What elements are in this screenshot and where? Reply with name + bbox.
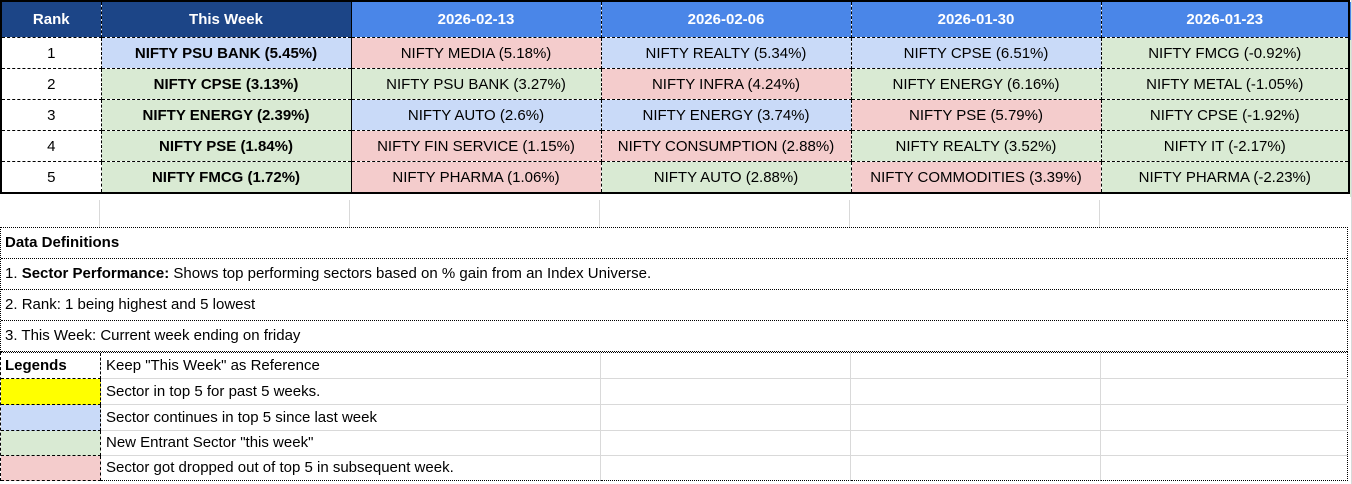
empty-cell[interactable] bbox=[851, 379, 1101, 405]
empty-cell[interactable] bbox=[0, 200, 100, 227]
empty-cell[interactable] bbox=[601, 353, 851, 379]
column-header-2026-02-13[interactable]: 2026-02-13 bbox=[350, 0, 602, 38]
sector-cell-this-week[interactable]: NIFTY FMCG (1.72%) bbox=[100, 161, 352, 194]
sector-cell-this-week[interactable]: NIFTY PSE (1.84%) bbox=[100, 130, 352, 162]
rank-cell[interactable]: 3 bbox=[0, 99, 102, 131]
sector-cell[interactable]: NIFTY AUTO (2.88%) bbox=[600, 161, 852, 194]
sector-cell[interactable]: NIFTY CONSUMPTION (2.88%) bbox=[600, 130, 852, 162]
sector-cell[interactable]: NIFTY ENERGY (6.16%) bbox=[850, 68, 1102, 100]
sector-cell[interactable]: NIFTY IT (-2.17%) bbox=[1100, 130, 1350, 162]
legends-reference-note[interactable]: Keep "This Week" as Reference bbox=[101, 353, 601, 379]
rank-cell[interactable]: 5 bbox=[0, 161, 102, 194]
legend-item-row: Sector got dropped out of top 5 in subse… bbox=[1, 456, 1348, 481]
legend-label[interactable]: Sector got dropped out of top 5 in subse… bbox=[101, 456, 601, 481]
column-header-2026-02-06[interactable]: 2026-02-06 bbox=[600, 0, 852, 38]
sector-cell[interactable]: NIFTY PHARMA (1.06%) bbox=[350, 161, 602, 194]
empty-cell[interactable] bbox=[350, 200, 600, 227]
empty-cell[interactable] bbox=[100, 200, 350, 227]
legend-swatch-green[interactable] bbox=[1, 431, 101, 456]
empty-cell[interactable] bbox=[1100, 200, 1348, 227]
legend-item-row: New Entrant Sector "this week" bbox=[1, 431, 1348, 456]
sector-cell-this-week[interactable]: NIFTY ENERGY (2.39%) bbox=[100, 99, 352, 131]
definition-item-3[interactable]: 3. This Week: Current week ending on fri… bbox=[1, 321, 1347, 352]
sector-cell[interactable]: NIFTY CPSE (6.51%) bbox=[850, 37, 1102, 69]
legend-item-row: Sector continues in top 5 since last wee… bbox=[1, 405, 1348, 431]
empty-cell[interactable] bbox=[600, 200, 850, 227]
rank-cell[interactable]: 1 bbox=[0, 37, 102, 69]
definition-text: This Week: Current week ending on friday bbox=[21, 327, 301, 344]
empty-cell[interactable] bbox=[1101, 456, 1348, 481]
legend-swatch-blue[interactable] bbox=[1, 405, 101, 431]
column-header-this-week[interactable]: This Week bbox=[100, 0, 352, 38]
definition-prefix: 1. bbox=[5, 265, 22, 282]
table-row-5: 5 NIFTY FMCG (1.72%) NIFTY PHARMA (1.06%… bbox=[0, 161, 1350, 194]
legend-label[interactable]: Sector in top 5 for past 5 weeks. bbox=[101, 379, 601, 405]
header-row: Rank This Week 2026-02-13 2026-02-06 202… bbox=[0, 0, 1350, 38]
sector-cell-this-week[interactable]: NIFTY PSU BANK (5.45%) bbox=[100, 37, 352, 69]
table-row-1: 1 NIFTY PSU BANK (5.45%) NIFTY MEDIA (5.… bbox=[0, 37, 1350, 69]
empty-cell[interactable] bbox=[601, 379, 851, 405]
sector-cell[interactable]: NIFTY PSU BANK (3.27%) bbox=[350, 68, 602, 100]
sector-cell[interactable]: NIFTY CPSE (-1.92%) bbox=[1100, 99, 1350, 131]
empty-cell[interactable] bbox=[1101, 353, 1348, 379]
legends-title[interactable]: Legends bbox=[1, 353, 101, 379]
data-definitions-section: Data Definitions 1. Sector Performance: … bbox=[0, 227, 1348, 352]
sector-cell[interactable]: NIFTY FMCG (-0.92%) bbox=[1100, 37, 1350, 69]
empty-cell[interactable] bbox=[1101, 379, 1348, 405]
sector-cell[interactable]: NIFTY MEDIA (5.18%) bbox=[350, 37, 602, 69]
sector-cell[interactable]: NIFTY PHARMA (-2.23%) bbox=[1100, 161, 1350, 194]
rank-cell[interactable]: 4 bbox=[0, 130, 102, 162]
definition-prefix: 2. bbox=[5, 296, 22, 313]
table-row-4: 4 NIFTY PSE (1.84%) NIFTY FIN SERVICE (1… bbox=[0, 130, 1350, 162]
legends-header-row: Legends Keep "This Week" as Reference bbox=[1, 353, 1348, 379]
cut-off-header-sliver bbox=[1350, 2, 1351, 40]
sector-cell[interactable]: NIFTY AUTO (2.6%) bbox=[350, 99, 602, 131]
definition-item-2[interactable]: 2. Rank: 1 being highest and 5 lowest bbox=[1, 290, 1347, 321]
table-row-3: 3 NIFTY ENERGY (2.39%) NIFTY AUTO (2.6%)… bbox=[0, 99, 1350, 131]
sector-cell[interactable]: NIFTY REALTY (3.52%) bbox=[850, 130, 1102, 162]
sector-cell[interactable]: NIFTY FIN SERVICE (1.15%) bbox=[350, 130, 602, 162]
table-row-2: 2 NIFTY CPSE (3.13%) NIFTY PSU BANK (3.2… bbox=[0, 68, 1350, 100]
sector-cell[interactable]: NIFTY REALTY (5.34%) bbox=[600, 37, 852, 69]
empty-cell[interactable] bbox=[1101, 431, 1348, 456]
sector-performance-table: Rank This Week 2026-02-13 2026-02-06 202… bbox=[0, 0, 1350, 194]
sector-cell[interactable]: NIFTY COMMODITIES (3.39%) bbox=[850, 161, 1102, 194]
definition-prefix: 3. bbox=[5, 327, 22, 344]
column-header-2026-01-23[interactable]: 2026-01-23 bbox=[1100, 0, 1350, 38]
empty-cell[interactable] bbox=[851, 456, 1101, 481]
cut-off-column-sliver bbox=[1350, 2, 1351, 197]
empty-cell[interactable] bbox=[601, 431, 851, 456]
cut-off-cells-sliver bbox=[1350, 40, 1351, 197]
sector-cell[interactable]: NIFTY ENERGY (3.74%) bbox=[600, 99, 852, 131]
sector-cell-this-week[interactable]: NIFTY CPSE (3.13%) bbox=[100, 68, 352, 100]
empty-cell[interactable] bbox=[1101, 405, 1348, 431]
definition-term: Sector Performance: bbox=[21, 265, 170, 282]
legend-label[interactable]: Sector continues in top 5 since last wee… bbox=[101, 405, 601, 431]
sector-cell[interactable]: NIFTY INFRA (4.24%) bbox=[600, 68, 852, 100]
data-definitions-title[interactable]: Data Definitions bbox=[1, 228, 1347, 259]
rank-cell[interactable]: 2 bbox=[0, 68, 102, 100]
legends-section: Legends Keep "This Week" as Reference Se… bbox=[0, 352, 1348, 481]
definition-item-1[interactable]: 1. Sector Performance: Shows top perform… bbox=[1, 259, 1347, 290]
legend-item-row: Sector in top 5 for past 5 weeks. bbox=[1, 379, 1348, 405]
empty-cell[interactable] bbox=[851, 353, 1101, 379]
empty-cell[interactable] bbox=[850, 200, 1100, 227]
definition-text: Rank: 1 being highest and 5 lowest bbox=[21, 296, 256, 313]
sector-cell[interactable]: NIFTY METAL (-1.05%) bbox=[1100, 68, 1350, 100]
empty-cell[interactable] bbox=[601, 405, 851, 431]
legend-label[interactable]: New Entrant Sector "this week" bbox=[101, 431, 601, 456]
empty-cell[interactable] bbox=[851, 431, 1101, 456]
empty-spreadsheet-row bbox=[0, 200, 1348, 227]
definition-text: Shows top performing sectors based on % … bbox=[169, 265, 652, 282]
column-header-rank[interactable]: Rank bbox=[0, 0, 102, 38]
column-header-2026-01-30[interactable]: 2026-01-30 bbox=[850, 0, 1102, 38]
empty-cell[interactable] bbox=[851, 405, 1101, 431]
sector-cell[interactable]: NIFTY PSE (5.79%) bbox=[850, 99, 1102, 131]
empty-cell[interactable] bbox=[601, 456, 851, 481]
legend-swatch-pink[interactable] bbox=[1, 456, 101, 481]
legend-swatch-yellow[interactable] bbox=[1, 379, 101, 405]
